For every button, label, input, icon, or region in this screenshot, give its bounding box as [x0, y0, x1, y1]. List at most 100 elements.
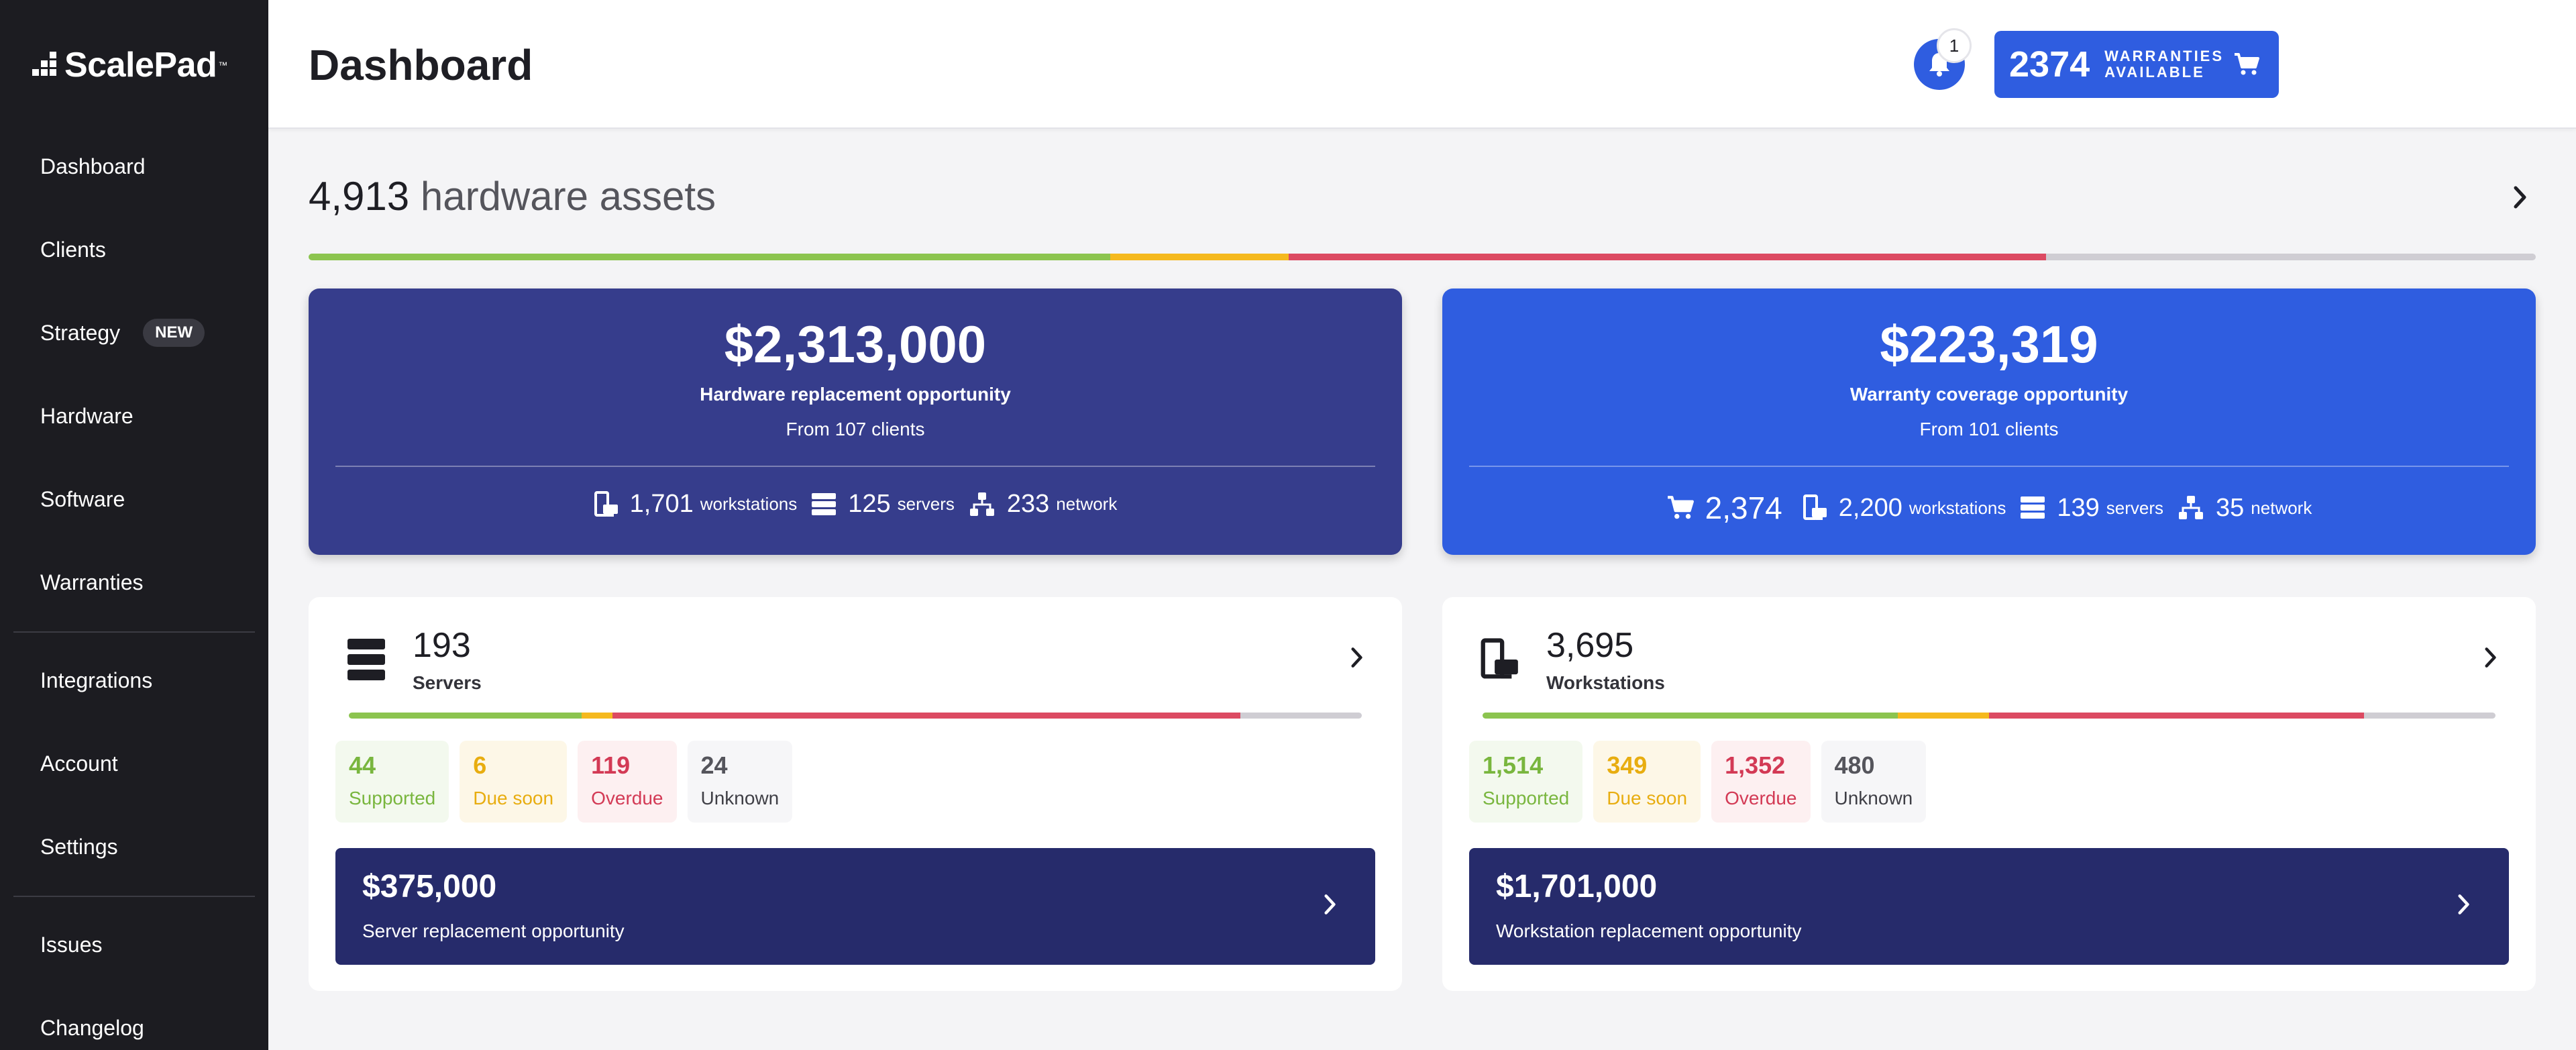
workstation-icon — [1803, 494, 1827, 520]
stat-unit: workstations — [1909, 497, 2006, 518]
status-chip-overdue[interactable]: 119 Overdue — [578, 741, 677, 823]
warranty-opportunity-clients: From 101 clients — [1919, 419, 2059, 439]
status-bar-segment-unknown — [2045, 254, 2536, 260]
status-chip-overdue[interactable]: 1,352 Overdue — [1711, 741, 1811, 823]
new-badge: NEW — [143, 319, 205, 347]
warranty-opportunity-label: Warranty coverage opportunity — [1849, 384, 2129, 405]
scalepad-logo[interactable]: ScalePad ™ — [32, 46, 228, 85]
stat-value: 233 — [1006, 490, 1050, 518]
chevron-right-icon — [2458, 894, 2469, 914]
stat-network: 35 network — [2177, 494, 2312, 523]
stat-value: 139 — [2057, 493, 2100, 522]
chip-value: 1,514 — [1483, 751, 1544, 779]
warranties-available-button[interactable]: 2374 WARRANTIES AVAILABLE — [1994, 31, 2279, 98]
cart-icon — [1667, 496, 1694, 519]
network-icon — [2179, 496, 2204, 519]
sidebar-item-label: Dashboard — [40, 154, 146, 178]
sidebar-item-integrations[interactable]: Integrations — [40, 666, 152, 695]
stat-servers: 139 servers — [2019, 494, 2163, 523]
stat-workstations: 2,200 workstations — [1803, 494, 2006, 523]
warranty-coverage-card[interactable]: $223,319 Warranty coverage opportunity F… — [1442, 288, 2536, 555]
warranties-count: 2374 — [2009, 44, 2090, 85]
chip-label: Overdue — [591, 788, 663, 808]
workstation-icon — [1481, 638, 1518, 679]
chevron-right-icon[interactable] — [2483, 645, 2498, 670]
sidebar-item-hardware[interactable]: Hardware — [40, 401, 133, 431]
server-replacement-button[interactable]: $375,000 Server replacement opportunity — [335, 848, 1375, 965]
cart-icon — [2235, 53, 2259, 75]
status-chip-supported[interactable]: 1,514 Supported — [1469, 741, 1583, 823]
servers-title: Servers — [413, 672, 482, 693]
sidebar-item-strategy[interactable]: Strategy NEW — [40, 318, 205, 348]
chip-label: Unknown — [700, 788, 780, 808]
warranty-opportunity-stats: 2,374 2,200 workstations 139 servers — [1442, 490, 2536, 526]
chip-label: Overdue — [1725, 788, 1797, 808]
chevron-right-icon[interactable] — [2512, 184, 2528, 211]
chip-label: Due soon — [473, 788, 554, 808]
workstation-replacement-amount: $1,701,000 — [1496, 869, 1658, 904]
chip-value: 24 — [700, 751, 728, 779]
sidebar-item-software[interactable]: Software — [40, 484, 125, 514]
status-chip-due-soon[interactable]: 349 Due soon — [1593, 741, 1701, 823]
chip-value: 1,352 — [1725, 751, 1786, 779]
servers-status-chips: 44 Supported 6 Due soon 119 Overdue 24 U… — [335, 741, 803, 823]
workstation-icon — [594, 490, 618, 517]
stat-unit: servers — [897, 494, 955, 514]
status-bar-segment-supported — [309, 254, 1111, 260]
hardware-assets-status-bar — [309, 254, 2536, 260]
sidebar-divider — [13, 896, 255, 897]
chip-label: Due soon — [1607, 788, 1688, 808]
servers-status-bar — [349, 713, 1362, 719]
sidebar-item-label: Warranties — [40, 570, 144, 594]
sidebar-item-label: Settings — [40, 835, 118, 859]
chip-value: 119 — [591, 751, 631, 779]
chevron-right-icon[interactable] — [1350, 645, 1364, 670]
servers-card: 193 Servers 44 Supported 6 Due soon 119 … — [309, 597, 1402, 991]
chip-value: 6 — [473, 751, 487, 779]
status-chip-unknown[interactable]: 480 Unknown — [1821, 741, 1927, 823]
sidebar-item-label: Account — [40, 751, 118, 776]
status-chip-unknown[interactable]: 24 Unknown — [687, 741, 793, 823]
hardware-opportunity-clients: From 107 clients — [786, 419, 925, 439]
status-bar-segment-due-soon — [1898, 713, 1989, 719]
server-icon — [812, 492, 837, 515]
status-chip-due-soon[interactable]: 6 Due soon — [460, 741, 568, 823]
status-chip-supported[interactable]: 44 Supported — [335, 741, 449, 823]
sidebar-divider — [13, 631, 255, 633]
hardware-opportunity-amount: $2,313,000 — [724, 315, 987, 374]
hardware-assets-title: 4,913 hardware assets — [309, 173, 716, 219]
logo-text: ScalePad — [64, 46, 217, 85]
sidebar-item-settings[interactable]: Settings — [40, 832, 118, 861]
logo-trademark: ™ — [218, 60, 228, 70]
status-bar-segment-supported — [349, 713, 582, 719]
chip-value: 349 — [1607, 751, 1648, 779]
sidebar-item-dashboard[interactable]: Dashboard — [40, 152, 146, 181]
sidebar-item-label: Changelog — [40, 1016, 144, 1040]
sidebar-item-issues[interactable]: Issues — [40, 930, 102, 959]
server-icon — [2021, 496, 2045, 519]
sidebar-item-label: Hardware — [40, 404, 133, 428]
hardware-replacement-card[interactable]: $2,313,000 Hardware replacement opportun… — [309, 288, 1402, 555]
stat-workstations: 1,701 workstations — [594, 490, 797, 519]
card-divider — [1469, 466, 2509, 467]
stat-network: 233 network — [968, 490, 1117, 519]
sidebar-item-warranties[interactable]: Warranties — [40, 568, 144, 597]
chevron-right-icon — [1324, 894, 1336, 914]
sidebar-item-label: Integrations — [40, 668, 153, 692]
server-replacement-label: Server replacement opportunity — [362, 921, 625, 941]
server-replacement-amount: $375,000 — [362, 869, 497, 904]
workstation-replacement-button[interactable]: $1,701,000 Workstation replacement oppor… — [1469, 848, 2509, 965]
stat-value: 35 — [2216, 493, 2245, 522]
stat-unit: network — [1056, 494, 1118, 514]
sidebar-item-account[interactable]: Account — [40, 749, 118, 778]
sidebar-item-changelog[interactable]: Changelog — [40, 1013, 144, 1043]
servers-count: 193 — [413, 626, 471, 665]
sidebar-item-clients[interactable]: Clients — [40, 235, 106, 264]
status-bar-segment-overdue — [1988, 713, 2364, 719]
workstations-status-bar — [1483, 713, 2496, 719]
stat-value: 2,374 — [1705, 490, 1782, 525]
status-bar-segment-unknown — [2363, 713, 2496, 719]
card-divider — [335, 466, 1375, 467]
sidebar-item-label: Clients — [40, 238, 106, 262]
status-bar-segment-due-soon — [1110, 254, 1289, 260]
